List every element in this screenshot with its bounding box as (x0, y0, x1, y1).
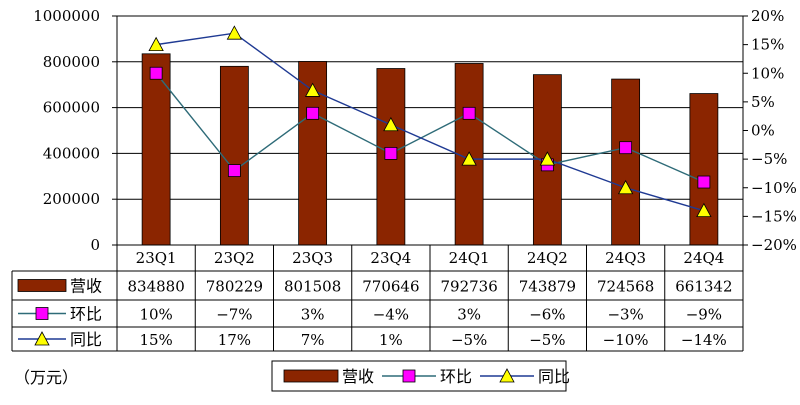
triangle-marker (617, 179, 634, 195)
bar (611, 78, 641, 246)
right-tick-label: −5% (751, 150, 787, 168)
data-label: −14% (681, 331, 727, 349)
left-tick-label: 600000 (43, 99, 100, 117)
data-label: 792736 (440, 278, 497, 296)
data-label: −6% (529, 306, 565, 324)
gridlines (117, 61, 743, 200)
left-tick-label: 1000000 (33, 7, 100, 25)
square-marker (384, 146, 398, 160)
chart-legend: 营收 环比 同比 (271, 360, 570, 392)
square-marker (619, 141, 633, 155)
data-label: 7% (301, 331, 325, 349)
series-line (156, 32, 705, 212)
category-label: 23Q3 (292, 249, 333, 267)
plot-border (116, 15, 744, 246)
bar (219, 65, 249, 246)
square-marker (149, 66, 163, 80)
triangle-marker (539, 151, 556, 166)
data-label: 770646 (362, 278, 419, 296)
legend-key-marker (35, 307, 49, 320)
legend-entry: 同比 (538, 367, 570, 386)
right-tick-label: 0% (751, 122, 775, 140)
right-tick-label: 20% (751, 7, 784, 25)
category-label: 24Q3 (605, 249, 646, 267)
data-label: −5% (451, 331, 487, 349)
legend-entry: 营收 (342, 367, 374, 386)
square-marker (462, 106, 476, 120)
row-series-name: 环比 (70, 305, 102, 324)
row-series-name: 同比 (70, 330, 102, 349)
legend-key-marker (499, 368, 515, 383)
data-table: 23Q1 23Q2 23Q3 23Q4 24Q1 24Q2 24Q3 24Q4 营收 834880… (11, 245, 744, 352)
category-label: 23Q1 (136, 249, 177, 267)
bar (689, 93, 719, 246)
data-label: −10% (603, 331, 649, 349)
triangle-marker (304, 82, 321, 97)
right-tick-label: −20% (751, 236, 797, 254)
category-label: 23Q4 (370, 249, 411, 267)
square-marker (306, 106, 320, 120)
data-label: 780229 (206, 278, 263, 296)
legend-key-marker (402, 369, 416, 383)
right-axis-ticks: −20% −15% −10% −5% 0% 5% 10% 15% 20% (743, 7, 797, 254)
data-label: −4% (373, 306, 409, 324)
right-tick-label: 5% (751, 93, 775, 111)
triangle-marker (383, 116, 399, 132)
data-label: 724568 (597, 278, 654, 296)
data-label: −9% (686, 306, 722, 324)
data-label: −5% (529, 331, 565, 349)
left-tick-label: 0 (90, 236, 100, 254)
data-label: −3% (607, 306, 643, 324)
triangle-marker (461, 151, 477, 166)
category-label: 23Q2 (214, 249, 255, 267)
square-marker (227, 164, 241, 177)
square-marker (697, 175, 711, 189)
right-tick-label: 10% (751, 64, 784, 82)
data-label: 15% (139, 331, 172, 349)
data-label: 17% (218, 331, 251, 349)
row-series-name: 营收 (70, 277, 102, 296)
data-label: 834880 (127, 278, 184, 296)
legend-entry: 环比 (440, 367, 472, 386)
data-label: 3% (301, 306, 325, 324)
data-label: 1% (379, 331, 403, 349)
legend-key-bar (17, 279, 67, 292)
triangle-marker (696, 202, 712, 218)
data-label: 10% (139, 306, 172, 324)
line-series (148, 25, 712, 218)
data-label: 801508 (284, 278, 341, 296)
data-label: 3% (457, 306, 481, 324)
data-label: 743879 (519, 278, 576, 296)
bar (141, 53, 171, 246)
right-tick-label: 15% (751, 36, 784, 54)
left-tick-label: 200000 (43, 190, 100, 208)
category-label: 24Q2 (527, 249, 568, 267)
category-label: 24Q4 (683, 249, 724, 267)
right-tick-label: −10% (751, 179, 797, 197)
right-tick-label: −15% (751, 207, 797, 225)
unit-label: （万元） (14, 368, 78, 387)
legend-key-bar (283, 369, 339, 383)
plot-frame (116, 15, 744, 246)
left-tick-label: 800000 (43, 53, 100, 71)
category-label: 24Q1 (449, 249, 490, 267)
triangle-marker (226, 25, 243, 40)
left-axis-ticks: 0 200000 400000 600000 800000 1000000 (33, 7, 117, 254)
triangle-marker (148, 36, 164, 52)
data-label: 661342 (675, 278, 732, 296)
series-line (155, 72, 705, 183)
left-tick-label: 400000 (43, 144, 100, 162)
data-label: −7% (216, 306, 252, 324)
legend-key-marker (34, 331, 50, 346)
